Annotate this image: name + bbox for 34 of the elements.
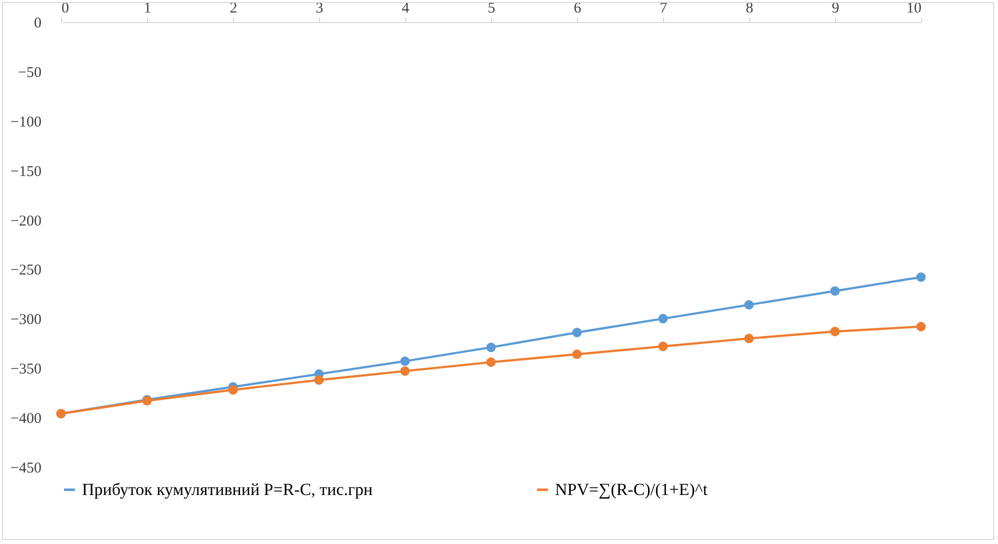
y-tick-label: −450 — [10, 460, 42, 476]
y-tick-label: −200 — [10, 213, 42, 230]
point — [486, 342, 496, 352]
x-tick-label: 9 — [832, 0, 840, 16]
y-tick-label: −100 — [10, 114, 42, 130]
point — [400, 356, 410, 366]
y-tick-label: −150 — [10, 164, 42, 180]
x-tick-label: 10 — [906, 0, 922, 16]
y-tick-label: −250 — [10, 262, 42, 279]
point — [658, 314, 668, 324]
x-tick-label: 0 — [62, 0, 69, 16]
x-tick-label: 4 — [402, 0, 410, 16]
point — [830, 326, 840, 336]
legend-label: Прибуток кумулятивний P=R-C, тис.грн — [82, 480, 373, 499]
point — [572, 350, 582, 359]
legend-label: NPV=∑(R-C)/(1+E)^t — [555, 480, 708, 499]
point — [314, 375, 324, 385]
x-tick-label: 1 — [144, 0, 152, 16]
point — [744, 334, 754, 344]
point — [400, 366, 410, 376]
x-tick-label: 6 — [574, 0, 582, 16]
y-tick-label: −350 — [10, 362, 42, 378]
point — [916, 272, 926, 282]
point — [658, 342, 668, 352]
y-tick-label: −300 — [10, 312, 42, 328]
y-tick-label: 0 — [34, 16, 42, 32]
point — [916, 322, 926, 332]
y-tick-label: −50 — [18, 64, 42, 81]
point — [228, 385, 238, 395]
point — [744, 300, 754, 310]
point — [830, 286, 840, 296]
point — [572, 328, 582, 338]
y-tick-label: −400 — [10, 411, 42, 428]
point — [486, 357, 496, 367]
